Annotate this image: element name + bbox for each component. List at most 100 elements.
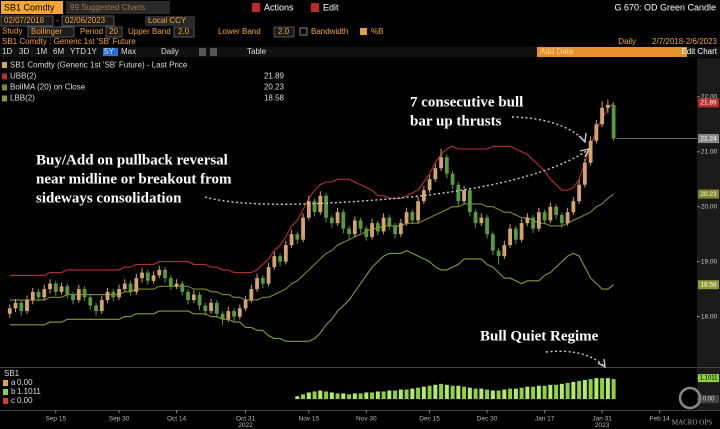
x-tick-label: Dec 15 (419, 416, 440, 423)
lower-box[interactable] (273, 26, 295, 38)
osc-legend-key: c (11, 396, 15, 405)
osc-tick-label: 0.00 (703, 397, 715, 403)
table[interactable]: Table (247, 47, 267, 56)
candle-body (519, 223, 524, 240)
osc-bar (473, 388, 478, 400)
candle-body (186, 291, 190, 301)
start-date-box[interactable] (0, 15, 54, 27)
candle-body (214, 302, 219, 314)
currency[interactable]: Local CCY (148, 16, 187, 25)
suggested[interactable]: 99 Suggested Charts (70, 3, 145, 12)
osc-bar (352, 393, 357, 400)
study[interactable]: Bollinger (31, 27, 62, 36)
candle-body (352, 220, 357, 235)
candle-body (393, 225, 397, 235)
annotation-arrow (204, 149, 589, 205)
upper[interactable]: 2.0 (178, 27, 190, 36)
legend-value: 18.58 (264, 94, 285, 103)
osc-bar (588, 379, 593, 400)
candle-body (347, 228, 351, 235)
range-button[interactable]: 1M (36, 47, 47, 56)
osc-bar (536, 385, 541, 400)
range-button[interactable]: 1D (2, 47, 12, 56)
period-box[interactable] (105, 26, 123, 38)
bandwidth-checkbox[interactable] (299, 27, 308, 36)
interval[interactable]: Daily (161, 47, 179, 56)
study-box[interactable] (27, 26, 75, 38)
osc-bar (519, 387, 524, 400)
currency-box[interactable] (145, 16, 195, 26)
candle-body (410, 212, 415, 221)
osc-legend-key: b (11, 387, 16, 396)
end-date-box[interactable] (61, 15, 115, 27)
candle-body (180, 283, 185, 292)
add-data[interactable]: Add Data (540, 47, 574, 56)
lower[interactable]: 2.0 (278, 27, 290, 36)
candle-body (427, 179, 432, 191)
range-button[interactable]: 3D (19, 47, 29, 56)
osc-legend-key: a (11, 378, 16, 387)
candle-body (283, 245, 288, 262)
osc-bar (335, 393, 340, 400)
osc-legend-value: 0.00 (17, 378, 33, 387)
candle-body (25, 300, 29, 312)
osc-bar (318, 390, 323, 400)
range-button[interactable]: YTD (70, 47, 86, 56)
bandwidth[interactable]: Bandwidth (311, 27, 348, 36)
candle-body (485, 217, 489, 235)
ticker[interactable]: SB1 Comdty (4, 2, 55, 12)
candle-body (243, 300, 248, 309)
osc-bar (600, 378, 605, 400)
candle-body (163, 269, 167, 279)
candle-body (496, 250, 501, 257)
candle-body (324, 195, 328, 218)
period[interactable]: 20 (109, 27, 118, 36)
actions[interactable]: Actions (264, 2, 294, 12)
tool-icon[interactable] (199, 48, 206, 56)
candle-body (554, 206, 559, 215)
candle-body (318, 195, 323, 213)
candle-body (174, 283, 179, 287)
study-label: Study (2, 27, 22, 36)
osc-bar (496, 390, 501, 400)
band-line (9, 102, 614, 276)
price-tag (698, 280, 719, 290)
edit[interactable]: Edit (323, 2, 339, 12)
candle-body (255, 278, 259, 290)
legend-swatch (2, 62, 7, 68)
osc-bar (605, 378, 610, 400)
price-tag-label: 21.24 (700, 135, 717, 142)
osc-bar (594, 378, 599, 400)
tool-icon[interactable] (210, 48, 217, 56)
candle-body (542, 212, 547, 221)
osc-bar (542, 385, 547, 400)
candle-body (416, 201, 420, 221)
osc-bar (462, 386, 467, 400)
date-dash: - (56, 16, 59, 25)
range-button[interactable]: Max (121, 47, 136, 56)
ticker-box[interactable] (1, 1, 63, 14)
legend-value: 20.23 (264, 83, 285, 92)
range-button[interactable]: 1Y (87, 47, 97, 56)
candle-body (140, 272, 144, 279)
candle-body (278, 256, 282, 262)
add-data-box[interactable] (537, 47, 687, 57)
osc-bar (370, 392, 375, 400)
edit-chart[interactable]: Edit Chart (681, 47, 717, 56)
legend-box (0, 58, 288, 105)
osc-bar (490, 390, 495, 400)
suggested-box[interactable] (66, 1, 170, 14)
percent-b-checkbox[interactable] (360, 28, 367, 35)
upper-box[interactable] (173, 26, 195, 38)
osc-bar (398, 389, 403, 400)
candle-body (370, 223, 374, 237)
candle-body (203, 305, 208, 312)
osc-legend-value: 1.1011 (17, 387, 41, 396)
percent-b[interactable]: %B (371, 27, 383, 36)
start-date[interactable]: 02/07/2018 (4, 16, 45, 25)
annotation: Bull Quiet Regime (480, 328, 599, 344)
end-date[interactable]: 02/06/2023 (65, 16, 106, 25)
range-button[interactable]: 6M (53, 47, 64, 56)
range-button[interactable]: 5Y (104, 47, 114, 56)
candle-body (462, 190, 466, 202)
